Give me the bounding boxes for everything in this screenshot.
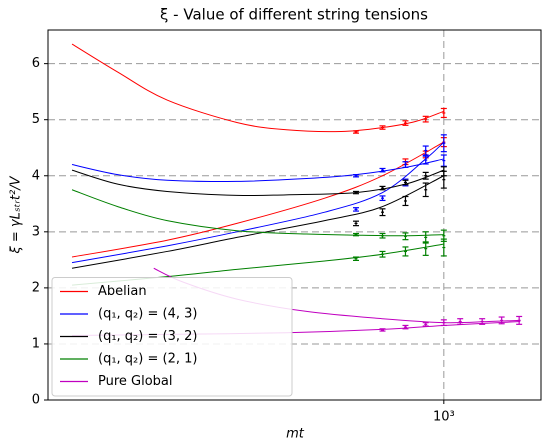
error-bar — [353, 232, 360, 237]
error-bar — [379, 195, 386, 202]
error-bar — [440, 238, 447, 257]
error-bar — [379, 250, 386, 258]
error-bar — [353, 174, 360, 178]
error-bar — [379, 125, 386, 130]
x-axis-label: mt — [286, 427, 305, 442]
error-bar — [422, 241, 429, 256]
error-bar — [440, 107, 447, 119]
legend-label: (q₁, q₂) = (2, 1) — [98, 352, 197, 367]
fit-line — [71, 189, 444, 237]
error-bar — [379, 185, 386, 191]
error-bar — [402, 246, 409, 257]
y-tick-label: 0 — [32, 393, 40, 408]
error-bar — [353, 130, 360, 134]
error-bar — [379, 208, 386, 217]
error-bar — [402, 120, 409, 126]
error-bar — [402, 324, 409, 330]
fit-line — [71, 141, 445, 258]
legend-label: (q₁, q₂) = (3, 2) — [98, 329, 197, 344]
y-tick-label: 1 — [32, 336, 40, 351]
fit-line — [71, 175, 445, 269]
error-bar — [422, 322, 429, 327]
y-tick-label: 4 — [32, 168, 40, 183]
y-tick-label: 3 — [32, 224, 40, 239]
y-tick-label: 5 — [32, 112, 40, 127]
error-bar — [422, 155, 429, 165]
error-bar — [402, 161, 409, 168]
fit-line — [71, 141, 445, 264]
fit-line — [71, 169, 444, 197]
error-bar — [516, 315, 523, 325]
legend-label: Pure Global — [98, 374, 173, 389]
error-bar — [379, 328, 386, 332]
error-bar — [479, 318, 486, 325]
fit-line — [71, 43, 444, 133]
legend-box — [51, 277, 293, 397]
error-bar — [457, 318, 464, 325]
x-tick-label: 10³ — [433, 410, 455, 425]
error-bar — [440, 319, 447, 327]
chart-title: ξ - Value of different string tensions — [160, 6, 428, 24]
plot-frame — [47, 29, 542, 401]
error-bar — [379, 232, 386, 239]
error-bar — [422, 145, 429, 156]
error-bar — [440, 154, 447, 167]
error-bar — [498, 316, 505, 325]
error-bar — [402, 195, 409, 207]
error-bar — [353, 256, 360, 262]
legend-label: (q₁, q₂) = (4, 3) — [98, 307, 197, 322]
error-bar — [402, 179, 409, 186]
y-tick-label: 6 — [32, 56, 40, 71]
y-tick-label: 2 — [32, 280, 40, 295]
error-bar — [379, 167, 386, 173]
error-bar — [422, 115, 429, 123]
legend-label: Abelian — [98, 284, 147, 299]
error-bar — [353, 207, 360, 212]
error-bar — [402, 232, 409, 241]
error-bar — [422, 171, 429, 180]
error-bar — [353, 220, 360, 227]
error-bar — [440, 170, 447, 189]
error-bar — [353, 190, 360, 195]
fit-line — [71, 158, 444, 182]
error-bar — [440, 134, 447, 153]
y-axis-label: ξ = γLₛₜᵣt²/V — [9, 175, 24, 254]
error-bar — [422, 182, 429, 198]
